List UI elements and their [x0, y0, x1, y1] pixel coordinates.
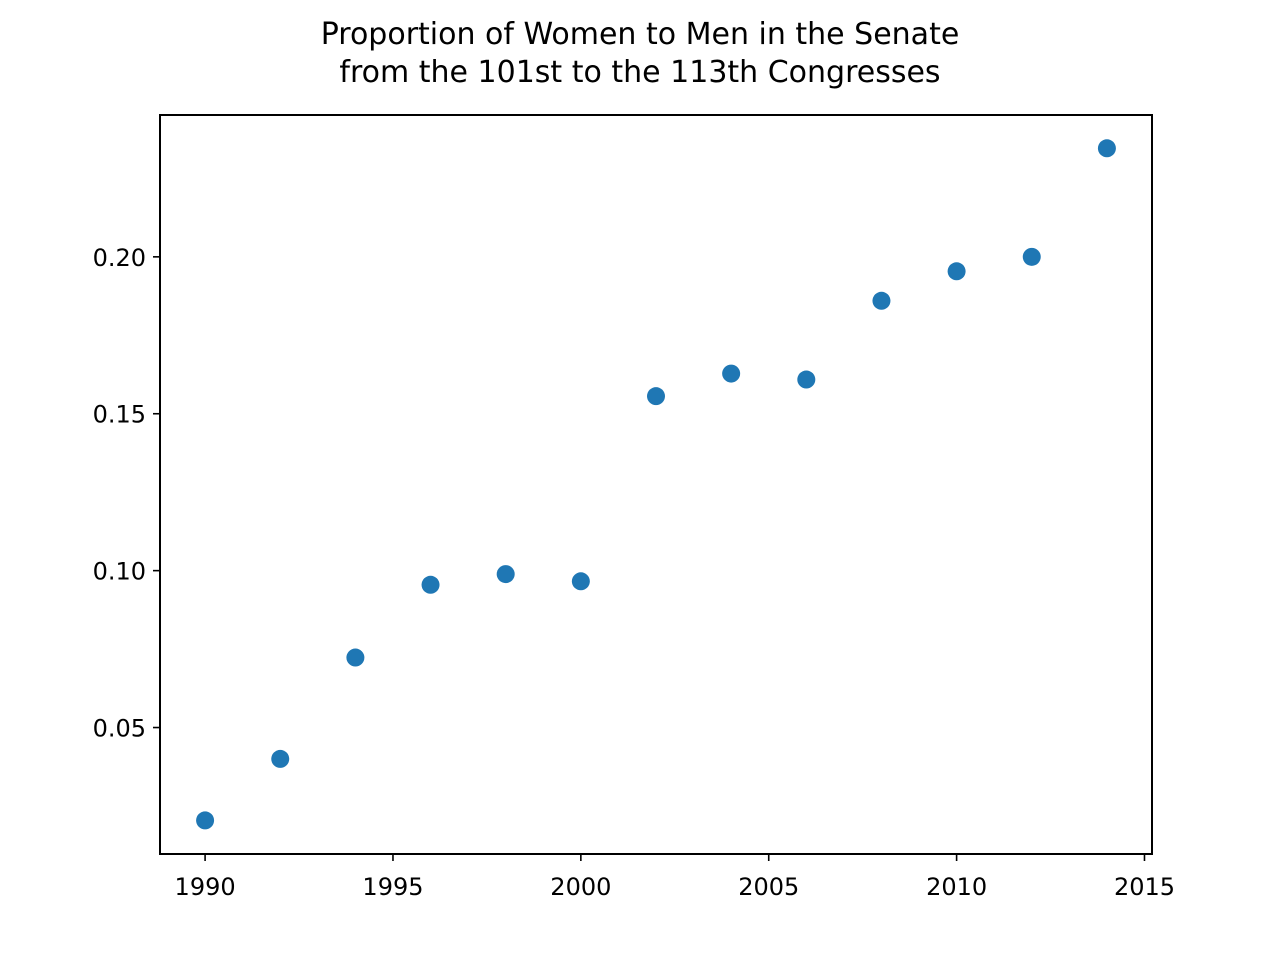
data-point	[1097, 139, 1116, 158]
chart-title-line-1: Proportion of Women to Men in the Senate	[321, 17, 960, 52]
chart-title-line-2: from the 101st to the 113th Congresses	[339, 55, 940, 90]
y-tick-label: 0.20	[93, 244, 146, 272]
x-tick-label: 2010	[926, 873, 987, 901]
y-tick-label: 0.10	[93, 558, 146, 586]
data-point	[271, 749, 290, 768]
data-point	[872, 291, 891, 310]
x-tick-label: 1990	[175, 873, 236, 901]
plot-area-frame	[159, 114, 1153, 855]
x-tick-label: 1995	[362, 873, 423, 901]
x-tick-label: 2015	[1114, 873, 1175, 901]
data-point	[647, 387, 665, 406]
data-point	[196, 811, 215, 830]
y-tick-label: 0.15	[93, 401, 146, 429]
y-tick-label: 0.05	[93, 715, 146, 743]
x-tick-label: 2005	[738, 873, 799, 901]
data-point	[797, 370, 816, 389]
data-point	[421, 575, 440, 594]
y-axis-ticks: 0.05 0.10 0.15 0.20	[93, 244, 160, 743]
data-point	[722, 364, 741, 383]
data-point	[1022, 247, 1041, 266]
data-point	[346, 648, 365, 667]
data-points	[196, 139, 1116, 830]
x-axis-ticks: 1990 1995 2000 2005 2010 2015	[175, 854, 1175, 901]
data-point	[571, 572, 590, 591]
x-tick-label: 2000	[550, 873, 611, 901]
data-point	[496, 565, 515, 584]
data-point	[947, 262, 966, 281]
